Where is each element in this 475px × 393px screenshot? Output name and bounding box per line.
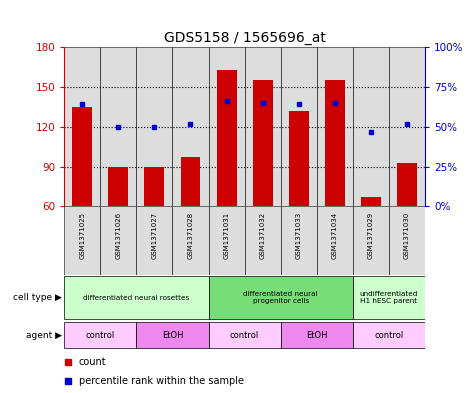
Bar xyxy=(317,206,353,275)
Bar xyxy=(389,206,425,275)
Bar xyxy=(397,163,417,206)
Text: control: control xyxy=(86,331,115,340)
Bar xyxy=(317,47,353,206)
Bar xyxy=(64,276,209,320)
Text: GSM1371028: GSM1371028 xyxy=(188,212,193,259)
Bar xyxy=(217,70,237,206)
Text: GSM1371031: GSM1371031 xyxy=(224,212,229,259)
Bar xyxy=(172,206,209,275)
Text: GSM1371033: GSM1371033 xyxy=(296,212,302,259)
Text: differentiated neural
progenitor cells: differentiated neural progenitor cells xyxy=(244,291,318,304)
Bar xyxy=(281,322,353,348)
Bar xyxy=(136,206,172,275)
Text: GSM1371032: GSM1371032 xyxy=(260,212,266,259)
Bar xyxy=(325,80,345,206)
Bar xyxy=(361,197,381,206)
Bar xyxy=(108,167,128,206)
Text: GSM1371025: GSM1371025 xyxy=(79,212,85,259)
Text: EtOH: EtOH xyxy=(306,331,328,340)
Bar xyxy=(281,47,317,206)
Title: GDS5158 / 1565696_at: GDS5158 / 1565696_at xyxy=(164,31,325,45)
Bar xyxy=(353,276,425,320)
Bar xyxy=(289,111,309,206)
Text: cell type ▶: cell type ▶ xyxy=(13,293,62,302)
Bar xyxy=(389,47,425,206)
Bar xyxy=(172,47,209,206)
Bar xyxy=(281,206,317,275)
Text: count: count xyxy=(78,357,106,367)
Text: GSM1371027: GSM1371027 xyxy=(152,212,157,259)
Bar xyxy=(245,47,281,206)
Bar xyxy=(100,206,136,275)
Text: control: control xyxy=(230,331,259,340)
Text: GSM1371030: GSM1371030 xyxy=(404,212,410,259)
Text: undifferentiated
H1 hESC parent: undifferentiated H1 hESC parent xyxy=(360,291,418,304)
Bar xyxy=(64,47,100,206)
Bar xyxy=(100,47,136,206)
Bar xyxy=(136,322,209,348)
Bar xyxy=(144,167,164,206)
Bar xyxy=(64,322,136,348)
Bar xyxy=(209,276,353,320)
Text: GSM1371029: GSM1371029 xyxy=(368,212,374,259)
Text: differentiated neural rosettes: differentiated neural rosettes xyxy=(83,295,190,301)
Bar xyxy=(72,107,92,206)
Text: GSM1371034: GSM1371034 xyxy=(332,212,338,259)
Bar xyxy=(209,206,245,275)
Text: percentile rank within the sample: percentile rank within the sample xyxy=(78,376,244,386)
Text: agent ▶: agent ▶ xyxy=(26,331,62,340)
Bar xyxy=(209,47,245,206)
Bar xyxy=(64,206,100,275)
Bar xyxy=(180,157,200,206)
Bar xyxy=(136,47,172,206)
Bar xyxy=(353,322,425,348)
Bar xyxy=(253,80,273,206)
Bar xyxy=(245,206,281,275)
Bar xyxy=(353,47,389,206)
Text: control: control xyxy=(374,331,404,340)
Bar xyxy=(353,206,389,275)
Bar xyxy=(209,322,281,348)
Text: GSM1371026: GSM1371026 xyxy=(115,212,121,259)
Text: EtOH: EtOH xyxy=(162,331,183,340)
